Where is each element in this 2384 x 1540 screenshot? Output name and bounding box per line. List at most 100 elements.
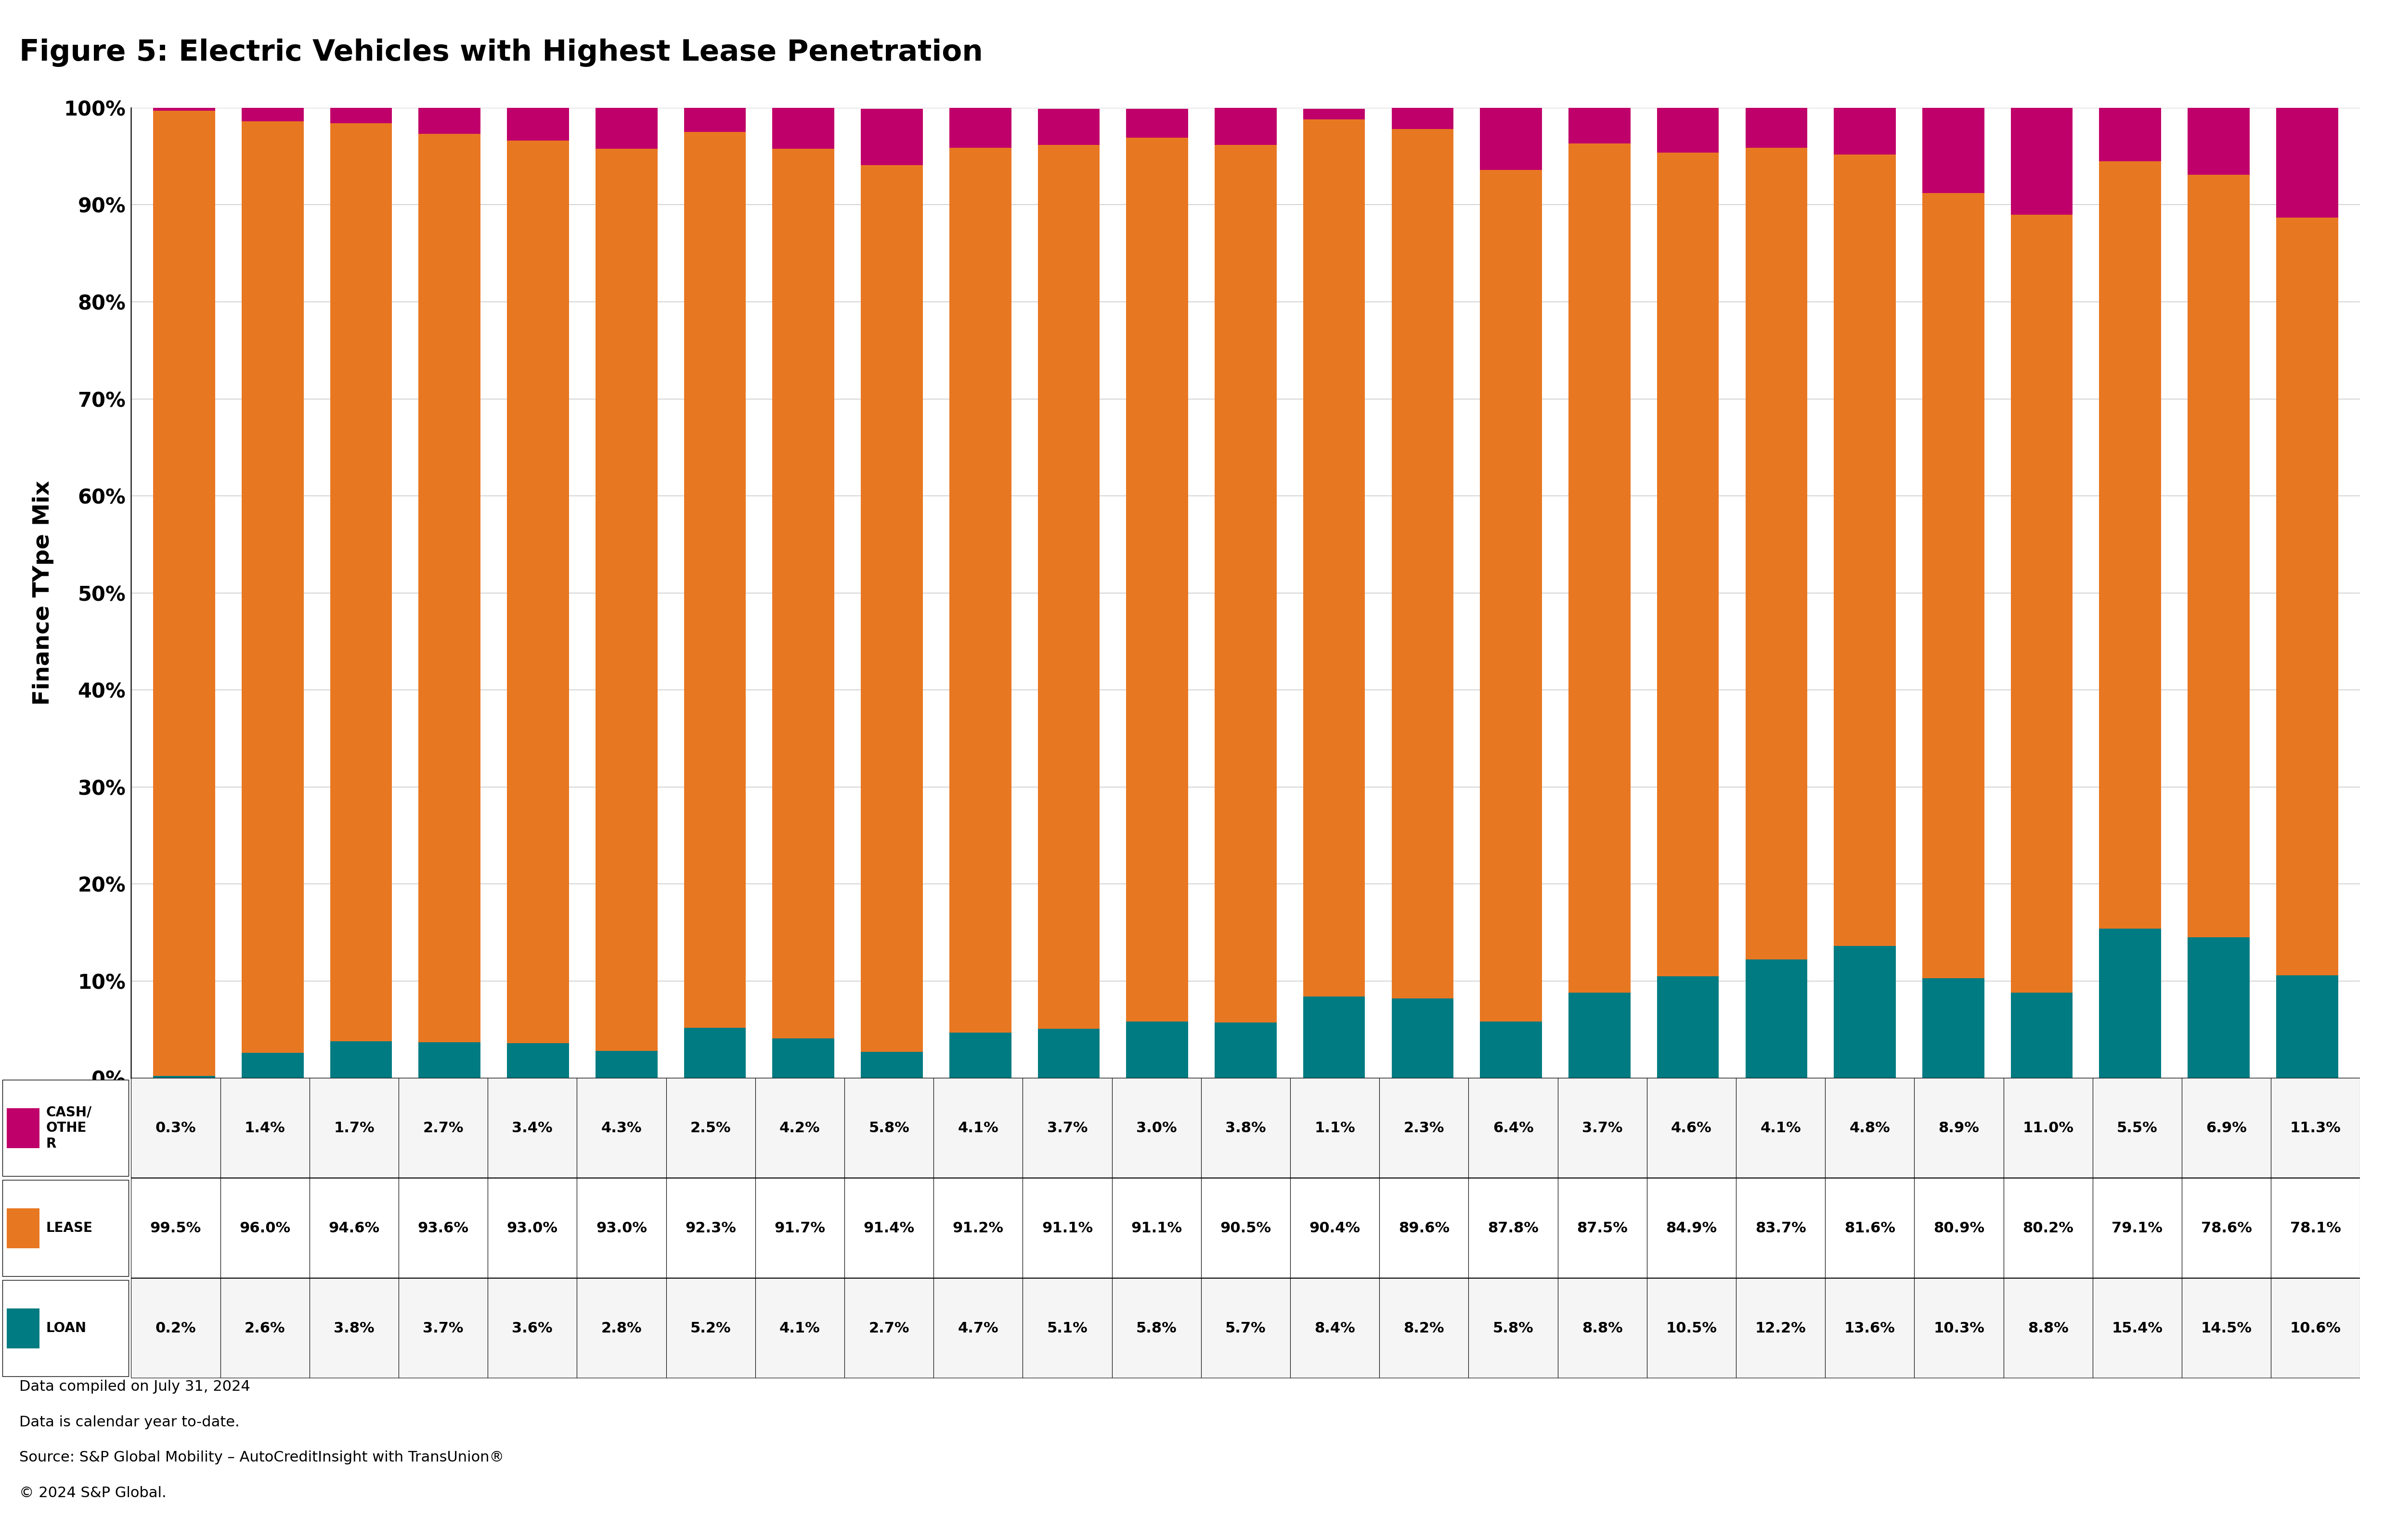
Bar (310, 1178, 398, 1278)
Text: Data compiled on July 31, 2024: Data compiled on July 31, 2024 (19, 1380, 250, 1394)
Bar (1125, 109, 1187, 139)
Text: 5.2%: 5.2% (691, 1321, 732, 1335)
Bar (310, 1078, 398, 1178)
Bar (596, 1050, 658, 1078)
Bar (861, 165, 923, 1052)
Bar (153, 108, 215, 111)
Bar (1657, 976, 1719, 1078)
Bar (7, 1309, 38, 1349)
Text: 93.6%: 93.6% (417, 1221, 470, 1235)
Text: 5.8%: 5.8% (1137, 1321, 1178, 1335)
Text: 3.0%: 3.0% (1137, 1121, 1178, 1135)
Bar (1914, 1278, 2003, 1378)
Bar (2003, 1278, 2093, 1378)
Text: 87.8%: 87.8% (1488, 1221, 1538, 1235)
Bar (1202, 1278, 1290, 1378)
Bar (2181, 1178, 2272, 1278)
Bar (219, 1178, 310, 1278)
Bar (2189, 938, 2250, 1078)
Bar (1833, 946, 1895, 1078)
Bar (2272, 1178, 2360, 1278)
Text: 79.1%: 79.1% (2112, 1221, 2162, 1235)
Text: 94.6%: 94.6% (329, 1221, 379, 1235)
Bar (1569, 143, 1631, 993)
Bar (756, 1178, 844, 1278)
Text: 4.7%: 4.7% (958, 1321, 999, 1335)
Bar (1304, 109, 1366, 120)
Bar (2093, 1278, 2181, 1378)
Bar (1569, 108, 1631, 143)
Bar (756, 1278, 844, 1378)
Bar (329, 1041, 391, 1078)
Bar (241, 1053, 303, 1078)
Text: 11.3%: 11.3% (2291, 1121, 2341, 1135)
Text: 78.6%: 78.6% (2200, 1221, 2253, 1235)
Text: 12.2%: 12.2% (1755, 1321, 1807, 1335)
Text: 91.2%: 91.2% (954, 1221, 1004, 1235)
Bar (420, 134, 482, 1043)
Text: 5.7%: 5.7% (1225, 1321, 1266, 1335)
Bar (1380, 1078, 1469, 1178)
Text: 11.0%: 11.0% (2022, 1121, 2074, 1135)
Bar (844, 1278, 935, 1378)
Bar (861, 109, 923, 165)
Text: 90.4%: 90.4% (1309, 1221, 1361, 1235)
Bar (2181, 1278, 2272, 1378)
Bar (2272, 1078, 2360, 1178)
Bar (1736, 1078, 1826, 1178)
Bar (2010, 993, 2072, 1078)
Bar (2, 1280, 129, 1377)
Bar (2277, 975, 2339, 1078)
Bar (1557, 1278, 1647, 1378)
Bar (1736, 1278, 1826, 1378)
Text: 83.7%: 83.7% (1755, 1221, 1807, 1235)
Bar (2093, 1078, 2181, 1178)
Bar (684, 108, 746, 132)
Text: 80.9%: 80.9% (1933, 1221, 1983, 1235)
Text: 3.7%: 3.7% (1047, 1121, 1087, 1135)
Bar (772, 1038, 834, 1078)
Bar (241, 122, 303, 1053)
Bar (219, 1078, 310, 1178)
Text: 87.5%: 87.5% (1576, 1221, 1628, 1235)
Text: CASH/
OTHE
R: CASH/ OTHE R (45, 1106, 91, 1150)
Text: Data is calendar year to-date.: Data is calendar year to-date. (19, 1415, 238, 1429)
Bar (772, 148, 834, 1038)
Bar (131, 1178, 219, 1278)
Bar (241, 108, 303, 122)
Text: 8.9%: 8.9% (1938, 1121, 1979, 1135)
Bar (1125, 139, 1187, 1021)
Text: 5.1%: 5.1% (1047, 1321, 1087, 1335)
Bar (7, 1109, 38, 1149)
Bar (596, 106, 658, 148)
Text: 92.3%: 92.3% (684, 1221, 737, 1235)
Bar (1826, 1278, 1914, 1378)
Bar (1392, 106, 1454, 129)
Bar (489, 1078, 577, 1178)
Bar (489, 1278, 577, 1378)
Text: 2.7%: 2.7% (868, 1321, 908, 1335)
Text: 4.1%: 4.1% (958, 1121, 999, 1135)
Bar (2003, 1178, 2093, 1278)
Text: 1.4%: 1.4% (246, 1121, 286, 1135)
Bar (596, 148, 658, 1050)
Text: 91.1%: 91.1% (1042, 1221, 1092, 1235)
Bar (1023, 1278, 1111, 1378)
Text: 4.2%: 4.2% (780, 1121, 820, 1135)
Bar (1557, 1178, 1647, 1278)
Bar (1469, 1178, 1557, 1278)
Bar (1202, 1078, 1290, 1178)
Bar (2277, 108, 2339, 217)
Bar (684, 132, 746, 1027)
Bar (2100, 162, 2162, 929)
Bar (1216, 145, 1275, 1023)
Text: 78.1%: 78.1% (2291, 1221, 2341, 1235)
Text: 15.4%: 15.4% (2112, 1321, 2162, 1335)
Bar (665, 1278, 756, 1378)
Bar (1745, 108, 1807, 148)
Text: 3.8%: 3.8% (334, 1321, 374, 1335)
Text: 2.3%: 2.3% (1404, 1121, 1445, 1135)
Text: 3.8%: 3.8% (1225, 1121, 1266, 1135)
Text: 90.5%: 90.5% (1221, 1221, 1271, 1235)
Text: 89.6%: 89.6% (1399, 1221, 1449, 1235)
